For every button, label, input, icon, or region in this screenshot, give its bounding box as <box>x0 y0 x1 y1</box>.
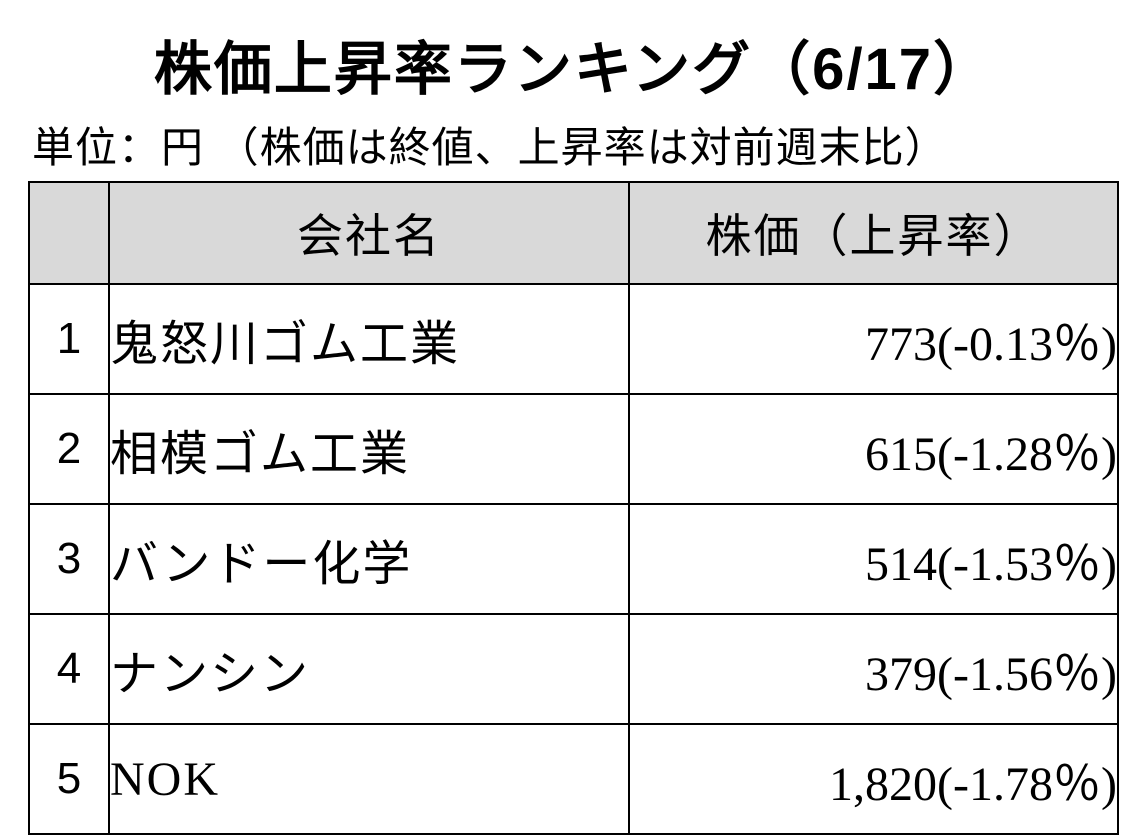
cell-price: 514(-1.53％) <box>629 504 1118 614</box>
cell-price: 1,820(-1.78％) <box>629 724 1118 834</box>
cell-rank: 4 <box>29 614 109 724</box>
cell-company: バンドー化学 <box>109 504 629 614</box>
ranking-table: 会社名 株価（上昇率） 1 鬼怒川ゴム工業 773(-0.13％) 2 相模ゴム… <box>28 181 1119 835</box>
cell-company: ナンシン <box>109 614 629 724</box>
table-header-row: 会社名 株価（上昇率） <box>29 182 1118 284</box>
cell-company: 鬼怒川ゴム工業 <box>109 284 629 394</box>
cell-price: 615(-1.28％) <box>629 394 1118 504</box>
table-row: 1 鬼怒川ゴム工業 773(-0.13％) <box>29 284 1118 394</box>
col-header-company: 会社名 <box>109 182 629 284</box>
page-title: 株価上昇率ランキング（6/17） <box>28 22 1119 106</box>
cell-company: 相模ゴム工業 <box>109 394 629 504</box>
cell-rank: 1 <box>29 284 109 394</box>
cell-rank: 3 <box>29 504 109 614</box>
page: 株価上昇率ランキング（6/17） 単位：円 （株価は終値、上昇率は対前週末比） … <box>0 0 1147 834</box>
table-row: 5 NOK 1,820(-1.78％) <box>29 724 1118 834</box>
table-row: 3 バンドー化学 514(-1.53％) <box>29 504 1118 614</box>
cell-price: 379(-1.56％) <box>629 614 1118 724</box>
col-header-rank <box>29 182 109 284</box>
cell-company: NOK <box>109 724 629 834</box>
cell-rank: 5 <box>29 724 109 834</box>
col-header-price: 株価（上昇率） <box>629 182 1118 284</box>
page-subtitle: 単位：円 （株価は終値、上昇率は対前週末比） <box>32 114 1119 175</box>
table-row: 2 相模ゴム工業 615(-1.28％) <box>29 394 1118 504</box>
table-row: 4 ナンシン 379(-1.56％) <box>29 614 1118 724</box>
cell-price: 773(-0.13％) <box>629 284 1118 394</box>
cell-rank: 2 <box>29 394 109 504</box>
